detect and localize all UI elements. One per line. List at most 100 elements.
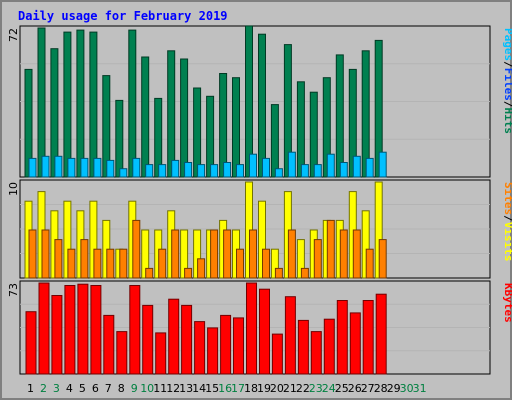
- bar-hits-day-16: [219, 73, 228, 178]
- panel-visits-legend: Sites/Visits: [502, 182, 512, 262]
- bar-hits-day-8: [115, 99, 124, 178]
- bar-kbytes-day-20: [271, 333, 283, 375]
- bar-hits-day-2: [37, 27, 46, 178]
- bar-kbytes-day-12: [168, 298, 180, 375]
- bar-pages-day-9: [132, 157, 141, 178]
- bar-pages-day-18: [249, 153, 257, 178]
- day-label-10: 10: [140, 382, 154, 395]
- bar-sites-day-9: [132, 219, 141, 279]
- bar-sites-day-1: [28, 229, 37, 279]
- day-label-29: 29: [387, 382, 401, 395]
- bar-pages-day-27: [365, 157, 374, 178]
- bar-sites-day-17: [236, 248, 244, 279]
- bar-hits-day-19: [258, 33, 266, 178]
- day-label-17: 17: [231, 382, 245, 395]
- bar-hits-day-13: [180, 58, 189, 178]
- day-label-13: 13: [179, 382, 193, 395]
- day-label-3: 3: [53, 382, 60, 395]
- bar-pages-day-20: [274, 168, 283, 178]
- bar-kbytes-day-4: [64, 285, 76, 375]
- panel-hits-legend: Pages/Files/Hits: [502, 28, 512, 134]
- bar-pages-day-22: [300, 164, 309, 178]
- bar-pages-day-25: [339, 162, 348, 178]
- bar-kbytes-day-3: [51, 295, 63, 375]
- bar-kbytes-day-28: [375, 293, 387, 375]
- bar-sites-day-26: [352, 229, 361, 279]
- bar-pages-day-3: [54, 155, 63, 178]
- day-label-16: 16: [218, 382, 232, 395]
- bar-pages-day-24: [326, 153, 335, 178]
- bar-kbytes-day-22: [297, 319, 309, 375]
- panel-kbytes-ytick: 73: [7, 283, 20, 297]
- bar-hits-day-5: [76, 29, 85, 178]
- day-label-23: 23: [309, 382, 323, 395]
- bar-pages-day-23: [313, 164, 322, 178]
- bar-hits-day-22: [296, 81, 305, 178]
- bar-kbytes-day-27: [362, 300, 374, 375]
- bar-kbytes-day-13: [181, 304, 193, 375]
- bar-kbytes-day-23: [310, 331, 322, 375]
- day-label-18: 18: [244, 382, 258, 395]
- bar-kbytes-day-6: [90, 285, 102, 375]
- day-label-25: 25: [335, 382, 349, 395]
- bar-sites-day-6: [93, 248, 102, 279]
- day-label-12: 12: [166, 382, 180, 395]
- day-label-28: 28: [374, 382, 388, 395]
- bar-hits-day-17: [232, 77, 240, 178]
- legend-sites: Sites: [502, 182, 512, 215]
- bar-pages-day-19: [262, 157, 270, 178]
- bar-pages-day-10: [145, 164, 154, 178]
- day-label-6: 6: [92, 382, 99, 395]
- legend-hits: Hits: [502, 108, 512, 135]
- bar-kbytes-day-25: [336, 300, 348, 375]
- day-label-7: 7: [105, 382, 112, 395]
- bar-pages-day-6: [93, 157, 102, 178]
- day-label-20: 20: [270, 382, 284, 395]
- legend-files: Files: [502, 68, 512, 101]
- bar-sites-day-13: [184, 267, 193, 279]
- day-label-19: 19: [257, 382, 271, 395]
- bar-kbytes-day-1: [25, 311, 37, 375]
- bar-kbytes-day-9: [129, 285, 141, 375]
- bar-hits-day-9: [128, 29, 137, 178]
- day-label-4: 4: [66, 382, 73, 395]
- bar-hits-day-6: [89, 31, 98, 178]
- bar-kbytes-day-16: [220, 314, 232, 375]
- panel-hits-ytick: 72: [7, 28, 20, 42]
- bar-pages-day-28: [378, 151, 387, 178]
- bar-kbytes-day-14: [194, 321, 206, 375]
- bar-hits-day-10: [141, 56, 150, 178]
- bar-sites-day-2: [41, 229, 50, 279]
- panel-visits-ytick: 10: [7, 182, 20, 196]
- day-label-8: 8: [118, 382, 125, 395]
- bar-sites-day-23: [313, 239, 322, 279]
- day-label-1: 1: [27, 382, 34, 395]
- legend-separator: /: [502, 101, 512, 108]
- day-label-14: 14: [192, 382, 206, 395]
- bar-pages-day-7: [106, 159, 115, 178]
- legend-kbytes: KBytes: [502, 283, 512, 323]
- bar-sites-day-19: [262, 248, 270, 279]
- day-label-24: 24: [322, 382, 336, 395]
- bar-pages-day-15: [210, 164, 219, 178]
- chart-title: Daily usage for February 2019: [18, 9, 228, 23]
- day-label-9: 9: [131, 382, 138, 395]
- bar-sites-day-20: [274, 267, 283, 279]
- bar-kbytes-day-26: [349, 312, 361, 375]
- bar-sites-day-16: [223, 229, 232, 279]
- bar-sites-day-15: [210, 229, 219, 279]
- bar-sites-day-10: [145, 267, 154, 279]
- bar-pages-day-8: [119, 168, 128, 178]
- panel-kbytes: 73 KBytes: [7, 280, 512, 375]
- bar-pages-day-4: [67, 157, 76, 178]
- day-label-21: 21: [283, 382, 297, 395]
- legend-pages: Pages: [502, 28, 512, 61]
- bar-sites-day-27: [365, 248, 374, 279]
- day-label-15: 15: [205, 382, 219, 395]
- bar-kbytes-day-18: [246, 282, 257, 375]
- panel-kbytes-legend: KBytes: [502, 283, 512, 323]
- bar-pages-day-2: [41, 155, 50, 178]
